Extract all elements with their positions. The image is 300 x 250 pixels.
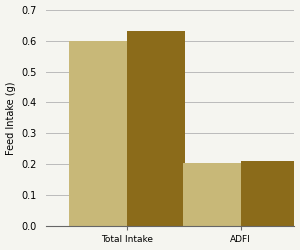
Bar — [241, 161, 298, 226]
Bar — [183, 163, 241, 226]
Bar — [69, 40, 127, 226]
Bar — [127, 31, 185, 226]
Y-axis label: Feed Intake (g): Feed Intake (g) — [6, 81, 16, 155]
